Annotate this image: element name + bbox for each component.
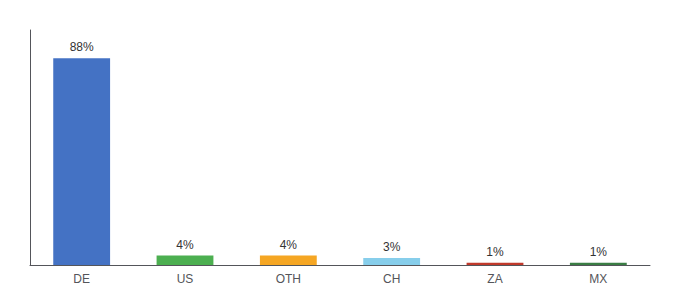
svg-text:1%: 1%: [590, 245, 608, 259]
svg-text:3%: 3%: [383, 240, 401, 254]
svg-text:4%: 4%: [176, 238, 194, 252]
svg-text:88%: 88%: [70, 40, 94, 54]
svg-text:ZA: ZA: [487, 272, 502, 286]
svg-text:1%: 1%: [486, 245, 504, 259]
svg-text:US: US: [177, 272, 194, 286]
svg-text:MX: MX: [589, 272, 607, 286]
svg-text:DE: DE: [73, 272, 90, 286]
svg-text:4%: 4%: [280, 238, 298, 252]
svg-text:OTH: OTH: [276, 272, 301, 286]
svg-text:CH: CH: [383, 272, 400, 286]
